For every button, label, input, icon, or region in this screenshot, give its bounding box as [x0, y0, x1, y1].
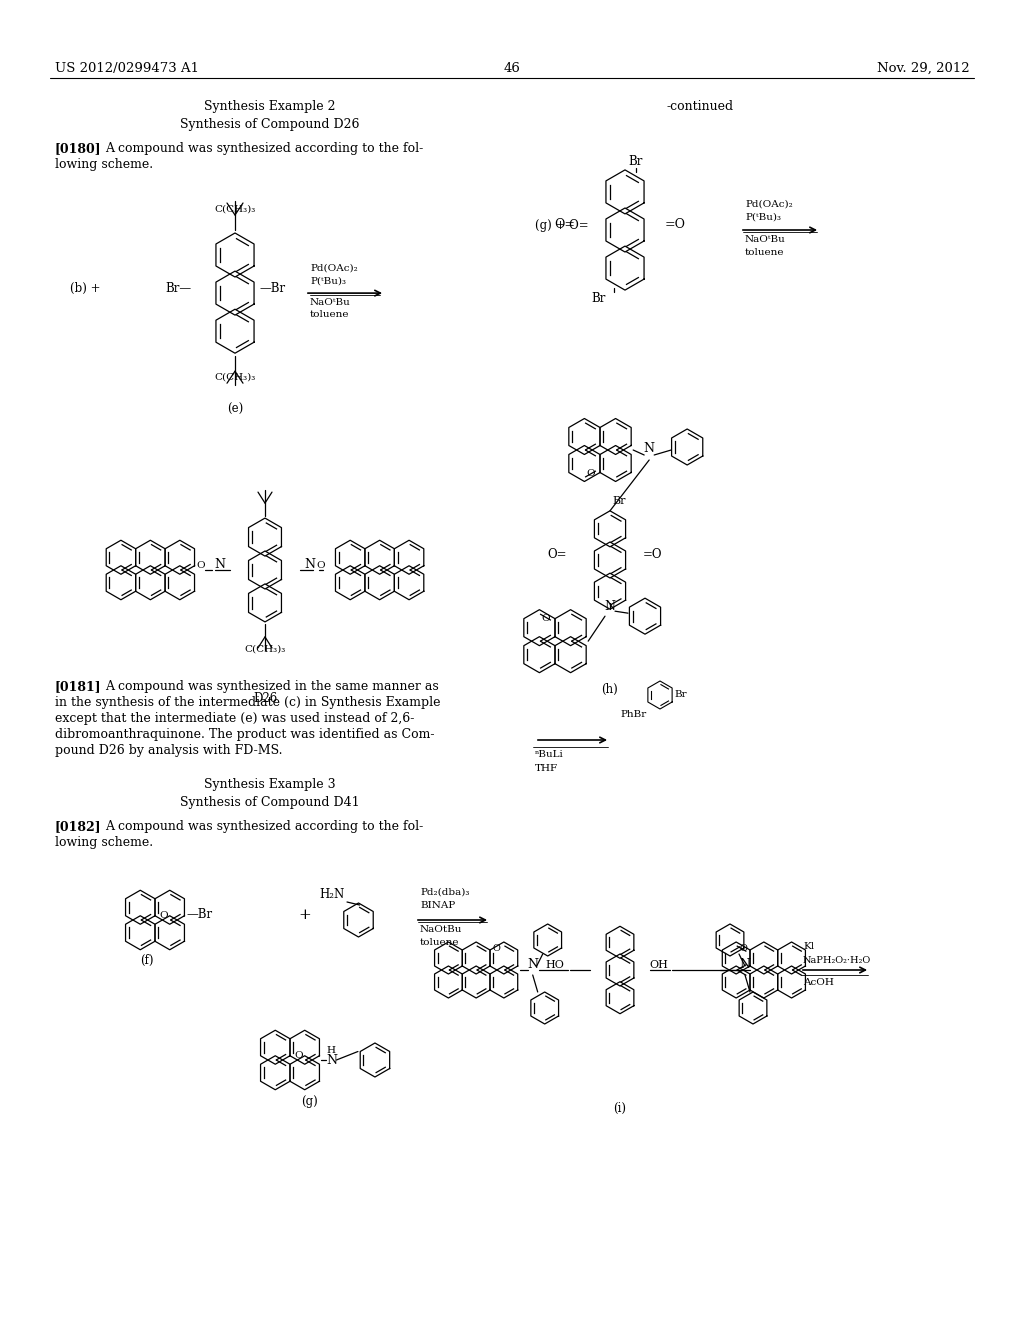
Text: C(CH₃)₃: C(CH₃)₃: [245, 645, 286, 653]
Text: O: O: [159, 911, 168, 920]
Text: O=: O=: [554, 219, 574, 231]
Text: NaPH₂O₂·H₂O: NaPH₂O₂·H₂O: [803, 956, 871, 965]
Text: toluene: toluene: [420, 939, 460, 946]
Text: toluene: toluene: [310, 310, 349, 319]
Text: (h): (h): [602, 684, 618, 696]
Text: NaOᵗBu: NaOᵗBu: [310, 298, 351, 308]
Text: Br: Br: [592, 292, 606, 305]
Text: toluene: toluene: [745, 248, 784, 257]
Text: Pd₂(dba)₃: Pd₂(dba)₃: [420, 888, 469, 898]
Text: C(CH₃)₃: C(CH₃)₃: [214, 205, 256, 214]
Text: ⁿBuLi: ⁿBuLi: [535, 750, 564, 759]
Text: Nov. 29, 2012: Nov. 29, 2012: [878, 62, 970, 75]
Text: N: N: [604, 599, 615, 612]
Text: N: N: [304, 558, 315, 572]
Text: O=: O=: [547, 549, 567, 561]
Text: dibromoanthraquinone. The product was identified as Com-: dibromoanthraquinone. The product was id…: [55, 729, 434, 741]
Text: N: N: [215, 558, 225, 572]
Text: O: O: [739, 944, 748, 953]
Text: O: O: [493, 944, 501, 953]
Text: 46: 46: [504, 62, 520, 75]
Text: (g): (g): [302, 1096, 318, 1109]
Text: THF: THF: [535, 764, 558, 774]
Text: D26: D26: [253, 692, 278, 705]
Text: PhBr: PhBr: [620, 710, 646, 719]
Text: P(ᵗBu)₃: P(ᵗBu)₃: [310, 276, 346, 285]
Text: N: N: [644, 442, 654, 455]
Text: NaOᵗBu: NaOᵗBu: [745, 235, 785, 244]
Text: Br: Br: [674, 690, 687, 700]
Text: A compound was synthesized according to the fol-: A compound was synthesized according to …: [105, 143, 423, 154]
Text: Br: Br: [629, 154, 643, 168]
Text: Br: Br: [612, 496, 626, 506]
Text: (b) +: (b) +: [70, 281, 100, 294]
Text: lowing scheme.: lowing scheme.: [55, 836, 154, 849]
Text: P(ᵗBu)₃: P(ᵗBu)₃: [745, 213, 781, 222]
Text: -continued: -continued: [667, 100, 733, 114]
Text: NaOtBu: NaOtBu: [420, 925, 463, 935]
Text: except that the intermediate (e) was used instead of 2,6-: except that the intermediate (e) was use…: [55, 711, 415, 725]
Text: (g) + O=: (g) + O=: [535, 219, 589, 231]
Text: [0181]: [0181]: [55, 680, 101, 693]
Text: [0180]: [0180]: [55, 143, 101, 154]
Text: Pd(OAc)₂: Pd(OAc)₂: [310, 263, 357, 272]
Text: Kl: Kl: [803, 942, 814, 950]
Text: Synthesis Example 3: Synthesis Example 3: [204, 777, 336, 791]
Text: N: N: [527, 957, 539, 970]
Text: A compound was synthesized according to the fol-: A compound was synthesized according to …: [105, 820, 423, 833]
Text: AcOH: AcOH: [803, 978, 834, 987]
Text: H: H: [327, 1045, 336, 1055]
Text: pound D26 by analysis with FD-MS.: pound D26 by analysis with FD-MS.: [55, 744, 283, 756]
Text: in the synthesis of the intermediate (c) in Synthesis Example: in the synthesis of the intermediate (c)…: [55, 696, 440, 709]
Text: (i): (i): [613, 1102, 627, 1114]
Text: BINAP: BINAP: [420, 902, 456, 909]
Text: [0182]: [0182]: [55, 820, 101, 833]
Text: =O: =O: [643, 549, 663, 561]
Text: Synthesis of Compound D41: Synthesis of Compound D41: [180, 796, 359, 809]
Text: (f): (f): [139, 953, 154, 966]
Text: Br—: Br—: [165, 281, 191, 294]
Text: O: O: [294, 1051, 303, 1060]
Text: H₂N: H₂N: [319, 888, 345, 902]
Text: US 2012/0299473 A1: US 2012/0299473 A1: [55, 62, 199, 75]
Text: Pd(OAc)₂: Pd(OAc)₂: [745, 201, 793, 209]
Text: —Br: —Br: [259, 281, 285, 294]
Text: O: O: [542, 614, 550, 623]
Text: (e): (e): [227, 403, 243, 416]
Text: N: N: [739, 957, 751, 970]
Text: Synthesis Example 2: Synthesis Example 2: [204, 100, 336, 114]
Text: N: N: [326, 1053, 337, 1067]
Text: OH: OH: [649, 960, 669, 970]
Text: Synthesis of Compound D26: Synthesis of Compound D26: [180, 117, 359, 131]
Text: +: +: [299, 908, 311, 921]
Text: —Br: —Br: [186, 908, 213, 921]
Text: A compound was synthesized in the same manner as: A compound was synthesized in the same m…: [105, 680, 438, 693]
Text: O: O: [316, 561, 326, 569]
Text: C(CH₃)₃: C(CH₃)₃: [214, 372, 256, 381]
Text: =O: =O: [666, 219, 686, 231]
Text: HO: HO: [546, 960, 564, 970]
Text: lowing scheme.: lowing scheme.: [55, 158, 154, 172]
Text: O: O: [587, 469, 595, 478]
Text: O: O: [197, 561, 205, 569]
